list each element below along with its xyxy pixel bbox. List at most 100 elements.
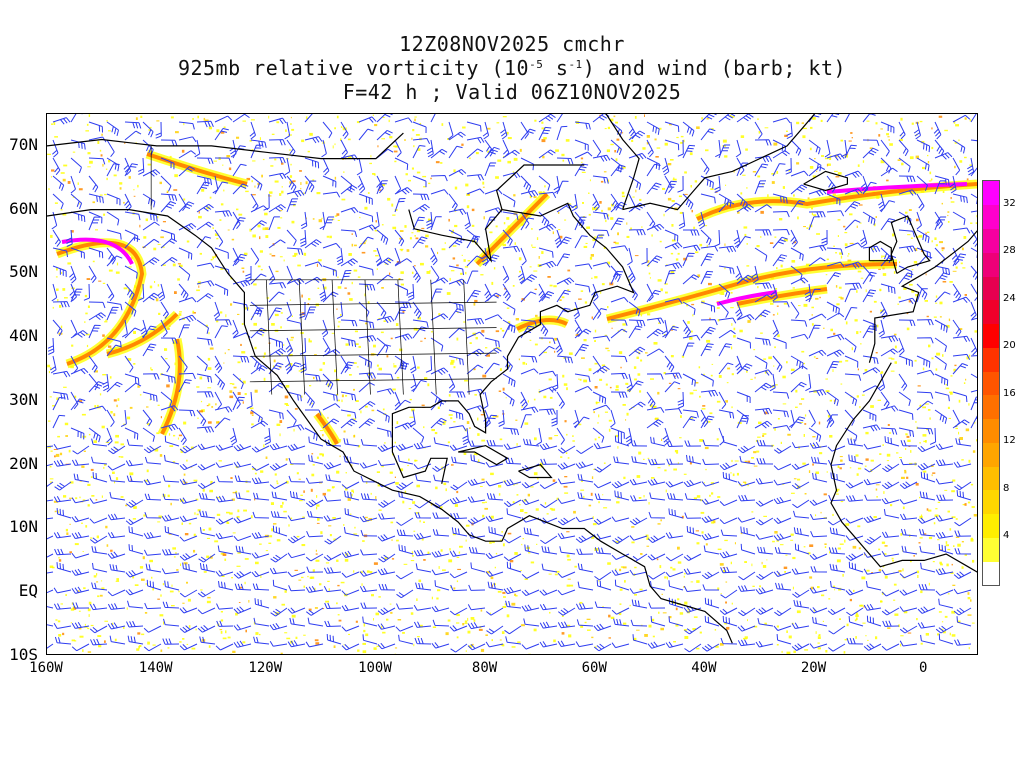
wind-barb bbox=[268, 117, 287, 125]
wind-barb bbox=[322, 265, 337, 277]
wind-barb bbox=[539, 442, 558, 451]
wind-barb bbox=[647, 535, 666, 544]
wind-barb bbox=[487, 581, 504, 591]
wind-barb bbox=[538, 345, 555, 357]
wind-barb bbox=[951, 247, 960, 266]
wind-barb bbox=[47, 463, 54, 467]
wind-barb bbox=[340, 418, 358, 429]
wind-barb bbox=[862, 265, 873, 282]
wind-barb bbox=[628, 265, 636, 284]
wind-barb bbox=[124, 373, 140, 385]
wind-barb bbox=[143, 532, 162, 539]
wind-barb bbox=[718, 391, 727, 410]
wind-barb bbox=[146, 579, 162, 591]
wind-barb bbox=[196, 373, 213, 383]
wind-barb bbox=[953, 607, 972, 616]
wind-barb bbox=[737, 585, 756, 592]
wind-barb bbox=[646, 182, 662, 195]
wind-barb bbox=[92, 562, 108, 573]
wind-barb bbox=[502, 245, 521, 253]
wind-barb bbox=[162, 475, 180, 483]
wind-barb bbox=[322, 291, 339, 303]
wind-barb bbox=[376, 373, 394, 381]
wind-barb bbox=[786, 121, 793, 140]
wind-barb bbox=[808, 349, 827, 357]
wind-barb bbox=[196, 319, 209, 334]
wind-barb bbox=[631, 455, 648, 465]
wind-barb bbox=[756, 439, 774, 447]
wind-barb bbox=[610, 201, 627, 213]
wind-barb bbox=[106, 409, 115, 428]
wind-barb bbox=[449, 625, 468, 632]
wind-barb bbox=[394, 258, 413, 267]
wind-barb bbox=[502, 193, 516, 208]
wind-barb bbox=[304, 136, 323, 144]
wind-barb bbox=[538, 337, 556, 345]
wind-barb bbox=[123, 157, 132, 176]
wind-barb bbox=[233, 517, 252, 524]
wind-barb bbox=[881, 497, 900, 505]
wind-barb bbox=[47, 499, 54, 502]
wind-barb bbox=[340, 409, 357, 419]
wind-barb bbox=[917, 445, 936, 453]
wind-barb bbox=[662, 157, 670, 176]
wind-barb bbox=[844, 201, 861, 213]
wind-barb bbox=[700, 114, 717, 123]
wind-barb bbox=[682, 244, 701, 252]
wind-barb bbox=[357, 175, 366, 194]
political-borders bbox=[150, 145, 497, 395]
wind-barb bbox=[394, 306, 407, 321]
lat-tick-label: 10N bbox=[9, 517, 38, 537]
wind-barb bbox=[594, 571, 612, 581]
wind-barb bbox=[88, 211, 103, 224]
wind-barb bbox=[736, 409, 749, 425]
wind-barb bbox=[448, 278, 467, 287]
wind-barb bbox=[682, 334, 701, 341]
wind-barb bbox=[524, 544, 540, 555]
state-border bbox=[430, 279, 437, 395]
wind-barb bbox=[164, 526, 180, 537]
wind-barb bbox=[826, 210, 845, 217]
wind-barb bbox=[299, 229, 307, 247]
wind-barb bbox=[772, 139, 787, 153]
wind-barb bbox=[107, 603, 126, 610]
wind-barb bbox=[394, 362, 410, 375]
wind-barb bbox=[881, 551, 900, 557]
wind-barb bbox=[898, 355, 913, 367]
wind-barb bbox=[880, 348, 899, 357]
wind-barb bbox=[179, 515, 198, 522]
wind-barb bbox=[521, 571, 540, 579]
wind-barb bbox=[739, 455, 756, 465]
wind-barb bbox=[575, 516, 594, 523]
wind-barb bbox=[898, 373, 908, 391]
wind-barb bbox=[157, 283, 166, 302]
wind-barb bbox=[107, 551, 126, 559]
wind-barb bbox=[703, 545, 720, 555]
wind-barb bbox=[448, 168, 467, 177]
wind-barb bbox=[485, 641, 504, 648]
wind-barb bbox=[286, 424, 305, 431]
wind-barb bbox=[810, 531, 828, 538]
wind-barb bbox=[664, 408, 683, 415]
wind-barb bbox=[142, 373, 160, 380]
wind-barb bbox=[541, 563, 558, 573]
coastline bbox=[518, 464, 553, 479]
wind-barb bbox=[880, 139, 890, 157]
vorticity-band-core bbox=[736, 287, 828, 306]
wind-barb bbox=[630, 619, 648, 627]
wind-barb bbox=[47, 445, 54, 448]
wind-barb bbox=[272, 579, 288, 591]
colorbar-segment bbox=[983, 394, 999, 420]
coastline bbox=[47, 132, 404, 160]
wind-barb bbox=[738, 571, 756, 581]
wind-barb bbox=[106, 306, 119, 321]
wind-barb bbox=[614, 490, 630, 501]
wind-barb bbox=[610, 409, 616, 428]
wind-barb bbox=[124, 355, 134, 373]
wind-barb bbox=[462, 427, 469, 446]
wind-barb bbox=[648, 511, 666, 519]
wind-barb bbox=[790, 319, 808, 327]
wind-barb bbox=[934, 265, 951, 275]
wind-barb bbox=[232, 114, 250, 123]
wind-barb bbox=[306, 531, 324, 538]
